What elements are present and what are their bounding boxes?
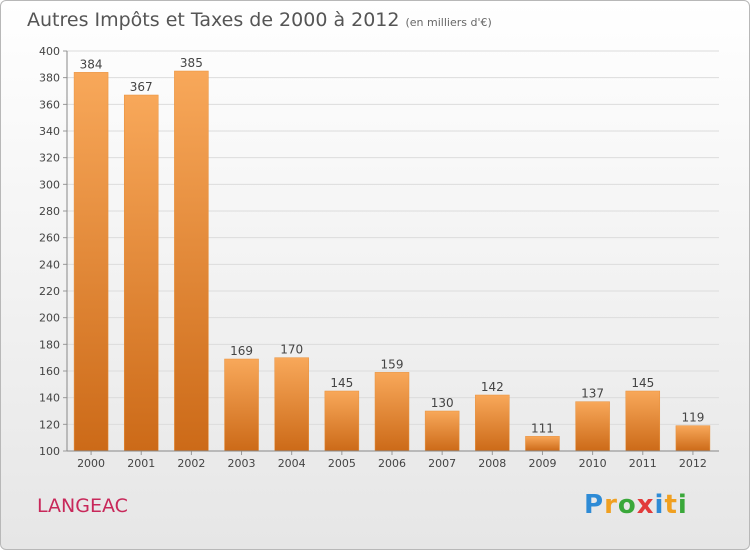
bar: [675, 425, 711, 452]
x-tick-label: 2006: [378, 457, 406, 470]
city-name: LANGEAC: [37, 495, 128, 517]
x-tick-label: 2005: [328, 457, 356, 470]
chart-title: Autres Impôts et Taxes de 2000 à 2012 (en…: [27, 9, 492, 31]
x-tick-label: 2004: [278, 457, 306, 470]
bar: [625, 390, 661, 452]
bar: [575, 401, 610, 452]
y-tick-label: 100: [39, 445, 60, 458]
data-label: 385: [180, 56, 203, 70]
y-tick-label: 360: [39, 98, 60, 111]
data-label: 111: [531, 421, 554, 435]
proxiti-logo[interactable]: Proxiti: [584, 490, 688, 520]
x-axis-ticks: 2000 2001 2002 2003 2004 2005 2006 2007 2008 2009…: [77, 451, 707, 470]
bars: [73, 70, 711, 452]
logo-letter: i: [654, 490, 665, 520]
bar: [374, 372, 410, 452]
x-tick-label: 2002: [177, 457, 205, 470]
logo-letter: r: [604, 490, 618, 520]
bar: [324, 390, 360, 452]
x-tick-label: 2003: [228, 457, 256, 470]
y-tick-label: 260: [39, 232, 60, 245]
data-labels: 384 367 385 169 170 145 159 130 142 111 137 145 119: [80, 56, 705, 435]
x-tick-label: 2008: [478, 457, 506, 470]
y-tick-label: 160: [39, 365, 60, 378]
bar: [73, 72, 109, 452]
data-label: 130: [431, 396, 454, 410]
x-tick-label: 2009: [528, 457, 556, 470]
y-tick-label: 200: [39, 312, 60, 325]
chart-unit: (en milliers d'€): [405, 16, 492, 29]
bar: [475, 394, 510, 452]
y-tick-label: 280: [39, 205, 60, 218]
bar: [424, 410, 460, 452]
bar: [274, 357, 309, 452]
y-tick-label: 180: [39, 338, 60, 351]
bar: [224, 358, 259, 452]
bar: [123, 94, 159, 452]
logo-letter: t: [664, 490, 678, 520]
y-axis-ticks: 100 120 140 160 180 200 220 240 260 280 300 320 340 3…: [39, 45, 67, 458]
logo-letter: x: [636, 490, 655, 520]
x-tick-label: 2010: [579, 457, 607, 470]
data-label: 142: [481, 380, 504, 394]
data-label: 159: [381, 357, 404, 371]
y-tick-label: 380: [39, 72, 60, 85]
data-label: 170: [280, 343, 303, 357]
bar: [525, 436, 560, 452]
data-label: 169: [230, 344, 253, 358]
data-label: 137: [581, 387, 604, 401]
data-label: 384: [80, 57, 103, 71]
y-tick-label: 400: [39, 45, 60, 58]
y-tick-label: 220: [39, 285, 60, 298]
y-tick-label: 240: [39, 258, 60, 271]
x-tick-label: 2007: [428, 457, 456, 470]
y-tick-label: 300: [39, 178, 60, 191]
data-label: 119: [681, 411, 704, 425]
y-tick-label: 340: [39, 125, 60, 138]
logo-letter: P: [584, 490, 605, 520]
y-tick-label: 140: [39, 392, 60, 405]
x-tick-label: 2011: [629, 457, 657, 470]
logo-letter: o: [617, 490, 637, 520]
data-label: 145: [330, 376, 353, 390]
data-label: 145: [631, 376, 654, 390]
data-label: 367: [130, 80, 153, 94]
y-tick-label: 120: [39, 418, 60, 431]
chart-title-text: Autres Impôts et Taxes de 2000 à 2012: [27, 9, 400, 31]
logo-letter: i: [677, 490, 688, 520]
x-tick-label: 2001: [127, 457, 155, 470]
bar: [174, 70, 209, 452]
axes: [66, 51, 719, 452]
x-tick-label: 2012: [679, 457, 707, 470]
x-tick-label: 2000: [77, 457, 105, 470]
y-tick-label: 320: [39, 152, 60, 165]
